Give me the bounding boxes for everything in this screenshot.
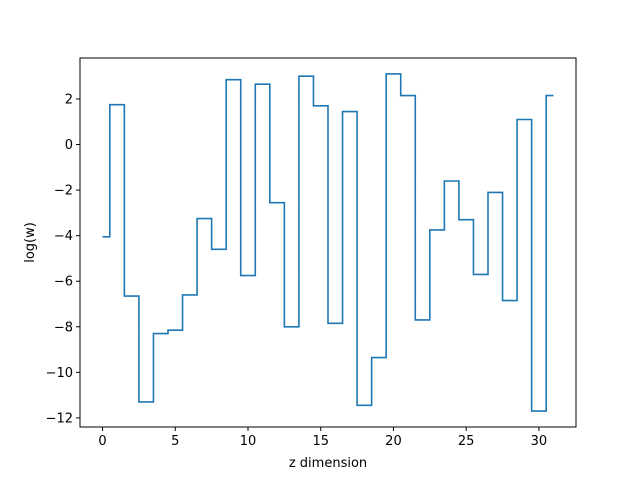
y-tick-label: −6: [54, 275, 73, 290]
x-tick-label: 20: [385, 434, 402, 449]
axes-frame: [79, 57, 577, 428]
y-tick-label: 0: [65, 138, 73, 153]
x-tick-label: 10: [240, 434, 257, 449]
y-axis-label: log(w): [23, 222, 38, 263]
y-tick-label: −4: [54, 229, 73, 244]
x-tick-label: 25: [458, 434, 475, 449]
x-tick-label: 0: [98, 434, 106, 449]
plot-area: [102, 73, 554, 412]
series-step-line: [102, 73, 554, 412]
y-tick-label: 2: [65, 93, 73, 108]
y-tick-label: −2: [54, 184, 73, 199]
x-tick-label: 15: [312, 434, 329, 449]
y-tick-label: −12: [46, 411, 73, 426]
x-axis-label: z dimension: [289, 456, 367, 471]
x-tick-label: 30: [531, 434, 548, 449]
axis-ticks: 0 5 10 15 20 25 30 −12 −10 −8 −6 −4 −2 0 2: [46, 93, 548, 450]
x-tick-label: 5: [171, 434, 179, 449]
y-tick-label: −8: [54, 320, 73, 335]
y-tick-label: −10: [46, 366, 73, 381]
